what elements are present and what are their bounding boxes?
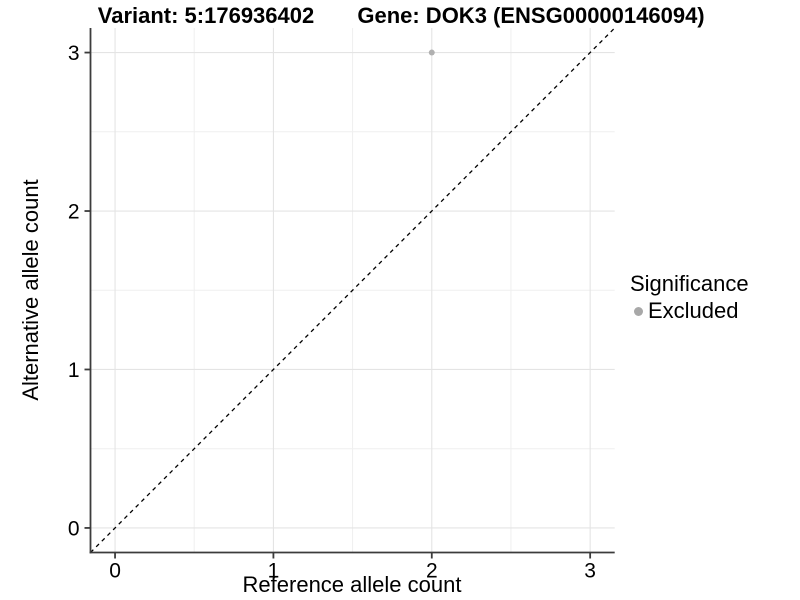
- legend-dot-icon: [634, 306, 643, 316]
- x-tick-label: 0: [109, 560, 121, 583]
- y-tick-label: 1: [68, 359, 80, 382]
- x-tick-label: 1: [268, 560, 280, 583]
- plot-title-variant: Variant: 5:176936402: [97, 3, 315, 28]
- legend-title: Significance: [630, 271, 749, 296]
- y-tick-label: 0: [68, 517, 80, 540]
- plot-title-gene: Gene: DOK3 (ENSG00000146094): [357, 3, 705, 28]
- legend-item-label: Excluded: [648, 298, 739, 323]
- identity-line: [90, 27, 616, 553]
- legend-item-excluded: Excluded: [630, 299, 749, 323]
- x-axis-title: Reference allele count: [242, 572, 462, 597]
- y-tick-label: 3: [68, 42, 80, 65]
- x-tick-label: 3: [584, 560, 596, 583]
- y-axis-title: Alternative allele count: [18, 179, 43, 401]
- x-tick-label: 2: [426, 560, 438, 583]
- y-tick-label: 2: [68, 201, 80, 224]
- legend: Significance Excluded: [630, 271, 749, 323]
- data-point: [428, 49, 435, 56]
